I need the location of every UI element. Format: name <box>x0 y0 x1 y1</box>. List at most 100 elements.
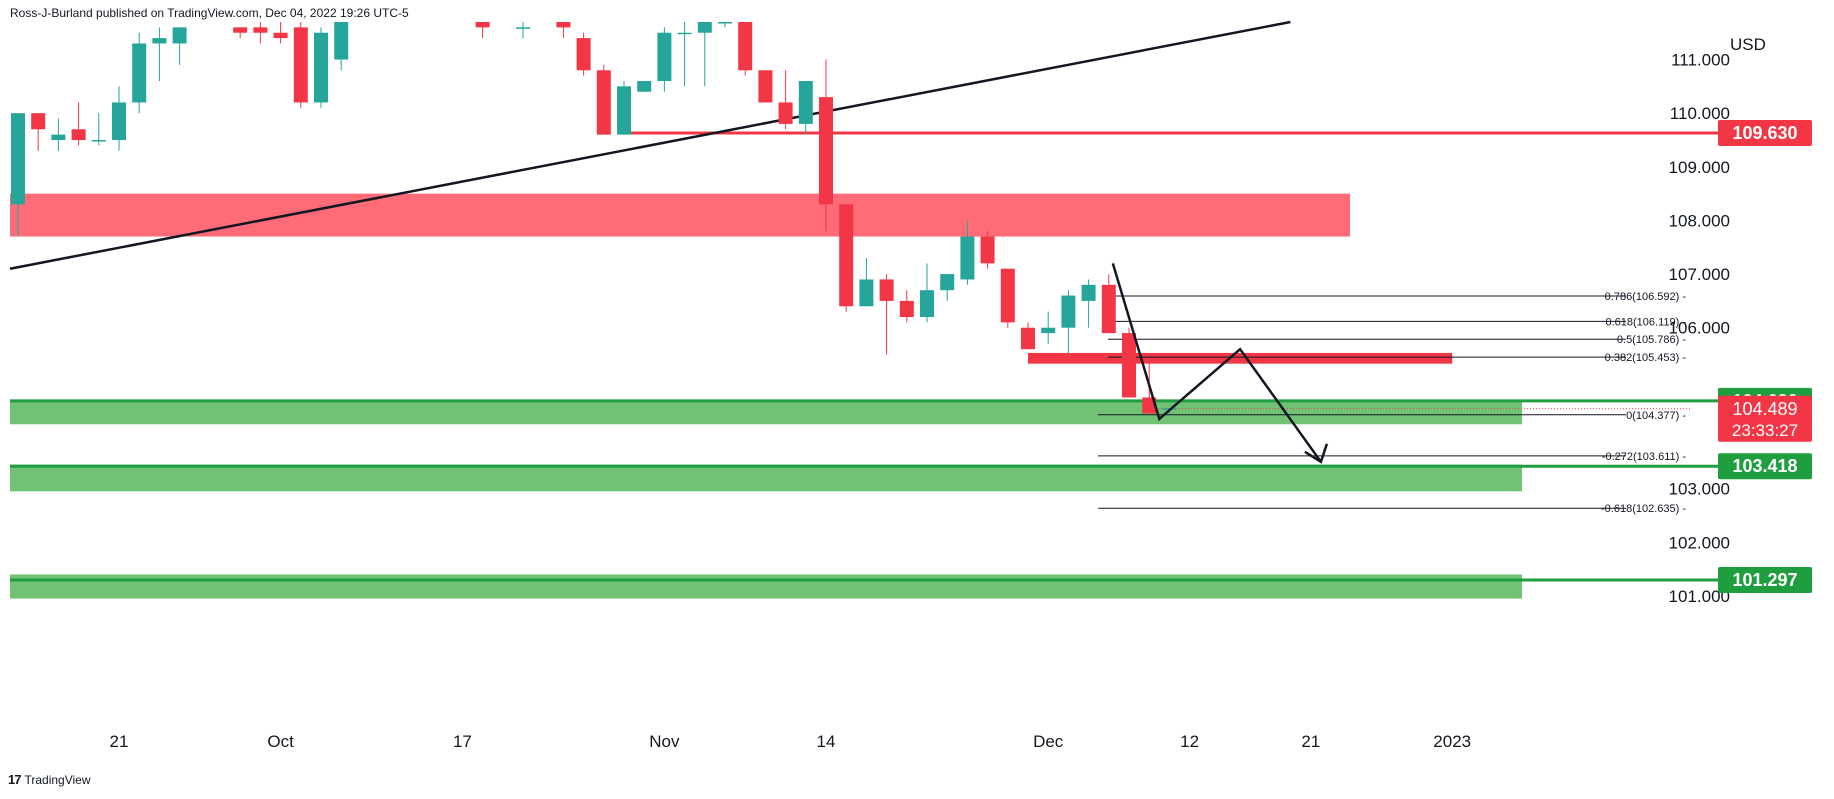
candle-body <box>899 300 914 317</box>
candle-body <box>334 22 349 60</box>
fib-label: 0.618(106.119) - <box>1605 316 1686 328</box>
candle-body <box>677 32 692 35</box>
candle-body <box>1101 284 1116 334</box>
y-tick-label: 110.000 <box>1670 104 1730 123</box>
candle-body <box>798 81 813 124</box>
candles-layer <box>11 22 1177 414</box>
candle-body <box>1041 327 1056 334</box>
x-tick-label: 17 <box>453 732 472 751</box>
candle-body <box>819 97 833 205</box>
candle-body <box>293 27 308 103</box>
tradingview-brand: TradingView <box>24 772 91 787</box>
support-zone <box>10 464 1522 492</box>
fib-label: -0.618(102.635) - <box>1601 503 1686 515</box>
currency-label: USD <box>1730 35 1766 54</box>
candle-body <box>617 86 631 135</box>
candle-body <box>839 204 854 307</box>
candle-body <box>516 27 530 29</box>
candle-body <box>718 22 732 24</box>
fib-label: 0(104.377) - <box>1626 410 1686 422</box>
x-tick-label: 2023 <box>1433 732 1471 751</box>
candle-body <box>91 140 106 142</box>
level-badge-label: 101.297 <box>1732 570 1797 590</box>
level-badge <box>1718 120 1812 147</box>
y-tick-label: 106.000 <box>1669 319 1730 338</box>
tradingview-footer: 17 TradingView <box>8 772 91 787</box>
tradingview-logo-icon: 17 <box>8 772 22 787</box>
y-tick-label: 109.000 <box>1669 158 1730 177</box>
y-tick-label: 111.000 <box>1671 51 1730 70</box>
fib-layer: 0.786(106.592) - 0.618(106.119) - 0.5(105.… <box>1098 291 1690 515</box>
projection-path <box>1111 263 1322 463</box>
trendline-layer <box>9 20 1291 270</box>
candle-body <box>738 22 753 71</box>
projection-layer <box>1111 263 1329 464</box>
candle-body <box>879 279 894 301</box>
fib-label: 0.5(105.786) - <box>1617 334 1686 346</box>
x-tick-label: Oct <box>267 732 294 751</box>
x-tick-label: 21 <box>1301 732 1320 751</box>
candle-body <box>980 236 995 264</box>
candle-body <box>697 22 712 33</box>
support-zone <box>10 574 1522 599</box>
fib-label: 0.382(105.453) - <box>1605 352 1687 364</box>
candle-body <box>940 274 955 291</box>
candle-body <box>758 70 773 103</box>
projection-arrowhead <box>1304 443 1329 464</box>
y-tick-label: 108.000 <box>1669 211 1730 230</box>
candle-body <box>637 81 652 92</box>
publisher-header: Ross-J-Burland published on TradingView.… <box>10 6 409 20</box>
levels-layer <box>10 131 1720 582</box>
support-zone <box>10 400 1522 425</box>
candle-body <box>152 38 167 44</box>
y-tick-label: 107.000 <box>1669 265 1730 284</box>
candle-body <box>1142 397 1157 414</box>
candle-body <box>172 27 187 44</box>
current-price-badge <box>1718 395 1812 442</box>
fib-label: 0.786(106.592) - <box>1605 291 1687 303</box>
candle-body <box>51 134 66 140</box>
candle-body <box>31 113 46 130</box>
resistance-zone <box>10 193 1350 237</box>
candle-body <box>657 32 672 81</box>
y-tick-label: 103.000 <box>1669 480 1730 499</box>
level-badge-label: 103.418 <box>1732 456 1797 476</box>
candle-body <box>475 22 490 28</box>
candle-body <box>253 27 268 33</box>
y-tick-label: 101.000 <box>1669 587 1730 606</box>
level-badge <box>1718 453 1812 480</box>
countdown-label: 23:33:27 <box>1732 421 1798 440</box>
current-price-label: 104.489 <box>1732 399 1797 419</box>
candle-body <box>71 129 86 140</box>
small-resistance-zone <box>1028 352 1453 364</box>
y-tick-label: 102.000 <box>1669 533 1730 552</box>
candle-body <box>556 22 571 28</box>
x-tick-label: 21 <box>110 732 129 751</box>
fib-label: -0.272(103.611) - <box>1602 451 1687 463</box>
candle-body <box>1122 333 1136 398</box>
candle-body <box>273 32 288 39</box>
level-badge-label: 109.630 <box>1732 123 1797 143</box>
candle-body <box>596 70 611 135</box>
candle-body <box>233 27 248 33</box>
candle-body <box>112 102 126 140</box>
zones-layer <box>10 193 1522 599</box>
candle-body <box>960 236 975 280</box>
x-tick-label: 12 <box>1180 732 1199 751</box>
candle-body <box>1081 284 1096 301</box>
candle-body <box>778 102 793 124</box>
candle-body <box>1021 327 1035 350</box>
x-tick-label: Nov <box>649 732 680 751</box>
candle-body <box>1061 295 1076 328</box>
candle-body <box>314 32 328 103</box>
candle-body <box>920 290 934 317</box>
candle-body <box>1000 268 1015 323</box>
candle-body <box>576 38 591 71</box>
time-axis-layer: 21 Oct 17 Nov 14 Dec 12 21 2023 <box>110 732 1472 751</box>
candle-body <box>11 113 25 205</box>
candle-body <box>132 43 147 103</box>
x-tick-label: 14 <box>817 732 836 751</box>
x-tick-label: Dec <box>1033 732 1064 751</box>
